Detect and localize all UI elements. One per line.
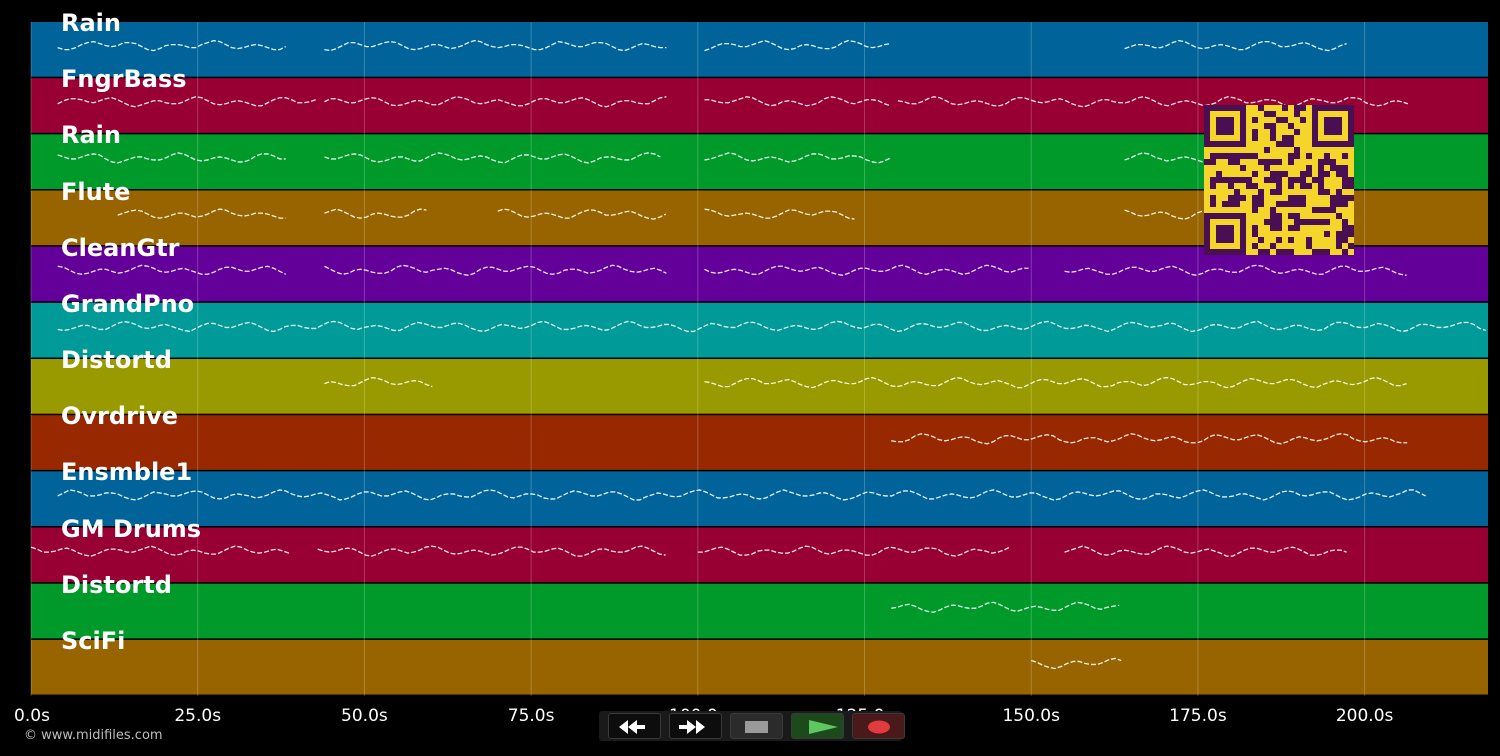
note-trace bbox=[704, 376, 1407, 389]
track-label: Distortd bbox=[61, 346, 172, 375]
time-tick-label: 75.0s bbox=[507, 706, 555, 726]
transport-controls bbox=[599, 711, 905, 741]
note-trace bbox=[324, 208, 427, 219]
rewind-icon bbox=[619, 720, 645, 734]
note-trace bbox=[324, 376, 433, 388]
track-label: Distortd bbox=[61, 570, 172, 599]
track-row-1[interactable] bbox=[31, 22, 1488, 77]
note-trace bbox=[497, 208, 667, 220]
note-trace bbox=[57, 264, 286, 275]
note-trace bbox=[57, 320, 1486, 333]
track-row-7[interactable] bbox=[31, 359, 1488, 414]
track-row-12[interactable] bbox=[31, 639, 1488, 695]
note-trace bbox=[1030, 657, 1122, 670]
note-trace bbox=[57, 39, 286, 52]
time-tick-label: 150.0s bbox=[1002, 706, 1060, 726]
play-icon bbox=[809, 720, 838, 734]
track-label: Rain bbox=[61, 121, 121, 150]
note-trace bbox=[704, 96, 891, 107]
fast-forward-icon bbox=[679, 720, 705, 734]
note-trace bbox=[117, 208, 286, 219]
play-button[interactable] bbox=[791, 713, 844, 739]
note-trace bbox=[57, 152, 286, 164]
note-trace bbox=[30, 545, 290, 557]
note-trace bbox=[1064, 545, 1347, 557]
copyright-text: © www.midifiles.com bbox=[24, 728, 163, 743]
rewind-button[interactable] bbox=[608, 713, 661, 739]
stop-icon bbox=[745, 721, 768, 733]
note-trace bbox=[317, 545, 666, 557]
note-trace bbox=[897, 96, 1409, 108]
note-trace bbox=[57, 96, 316, 108]
track-label: Ensmble1 bbox=[61, 458, 193, 487]
track-row-6[interactable] bbox=[31, 302, 1488, 358]
note-trace bbox=[324, 152, 661, 164]
track-label: FngrBass bbox=[61, 65, 187, 94]
track-label: CleanGtr bbox=[61, 233, 180, 262]
note-trace bbox=[324, 264, 667, 276]
note-trace bbox=[1064, 264, 1407, 276]
track-label: Flute bbox=[61, 177, 131, 206]
time-tick-label: 0.0s bbox=[14, 706, 50, 726]
note-trace bbox=[704, 264, 1029, 276]
track-row-11[interactable] bbox=[31, 583, 1488, 639]
track-label: GM Drums bbox=[61, 514, 202, 543]
track-label: SciFi bbox=[61, 626, 126, 655]
track-label: GrandPno bbox=[61, 289, 195, 318]
note-trace bbox=[1124, 39, 1347, 52]
time-tick-label: 200.0s bbox=[1335, 706, 1394, 726]
time-tick-label: 175.0s bbox=[1169, 706, 1227, 726]
note-trace bbox=[324, 96, 667, 108]
track-row-10[interactable] bbox=[31, 527, 1488, 583]
note-trace bbox=[324, 39, 667, 52]
note-trace bbox=[704, 39, 891, 52]
note-trace bbox=[704, 152, 891, 164]
time-tick-label: 50.0s bbox=[341, 706, 388, 726]
note-trace bbox=[697, 545, 1011, 557]
record-button[interactable] bbox=[852, 713, 905, 739]
note-trace bbox=[704, 208, 855, 220]
track-label: Rain bbox=[61, 9, 121, 37]
note-trace bbox=[57, 489, 1426, 501]
note-trace bbox=[1124, 152, 1347, 164]
qr-code-image bbox=[1204, 105, 1354, 255]
track-row-8[interactable] bbox=[31, 415, 1488, 470]
record-icon bbox=[868, 720, 890, 734]
track-label: Ovrdrive bbox=[61, 402, 179, 431]
note-trace bbox=[891, 601, 1120, 613]
time-tick-label: 25.0s bbox=[174, 706, 222, 726]
stop-button[interactable] bbox=[730, 713, 783, 739]
note-trace bbox=[891, 433, 1408, 445]
fast-forward-button[interactable] bbox=[669, 713, 722, 739]
